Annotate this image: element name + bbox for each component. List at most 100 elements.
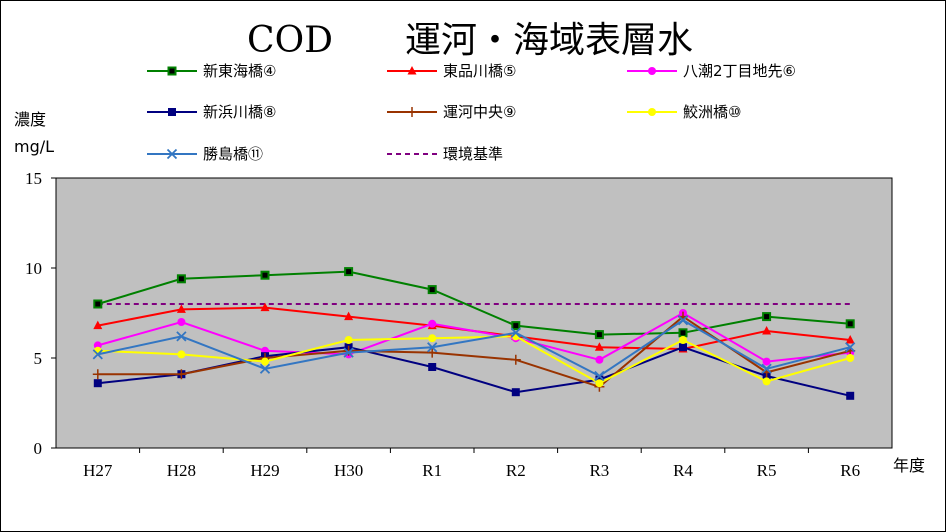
- legend-marker: [168, 108, 176, 116]
- data-point: [428, 334, 437, 343]
- x-tick-label: R3: [589, 461, 609, 480]
- data-point: [343, 347, 354, 358]
- axes: 0 5 10 15 H27 H28 H29 H30 R1 R2 R3 R4 R5 R6: [25, 169, 860, 480]
- data-point: [679, 343, 687, 352]
- data-point: [176, 369, 187, 380]
- data-point: [761, 363, 772, 374]
- legend-label: 八潮2丁目地先⑥: [683, 62, 796, 80]
- legend-label: 新東海橋④: [203, 62, 276, 80]
- data-point: [677, 315, 689, 326]
- data-point: [261, 357, 269, 366]
- series-line: [97, 311, 851, 363]
- data-point: [93, 379, 102, 388]
- data-point: [678, 328, 688, 338]
- data-point: [177, 318, 186, 326]
- x-axis-label: 年度: [893, 456, 925, 475]
- data-point: [511, 388, 520, 397]
- legend-label: 鮫洲橋⑩: [683, 103, 741, 121]
- data-point: [594, 342, 604, 351]
- legend-label: 環境基準: [443, 145, 503, 163]
- data-point: [679, 336, 687, 344]
- data-point: [343, 345, 354, 356]
- data-point: [762, 377, 771, 386]
- data-point: [845, 319, 855, 329]
- x-tick-label: H30: [334, 461, 363, 480]
- x-tick-label: H27: [83, 461, 113, 480]
- data-point: [344, 336, 353, 344]
- data-point: [176, 274, 186, 284]
- y-tick-label: 0: [34, 439, 43, 458]
- y-tick-label: 5: [34, 349, 43, 368]
- data-point: [176, 331, 187, 342]
- legend-item: 運河中央⑨: [387, 103, 516, 121]
- data-point: [259, 363, 271, 374]
- data-point: [510, 327, 521, 338]
- data-point: [93, 299, 103, 309]
- series-line: [97, 270, 851, 336]
- legend-item: 八潮2丁目地先⑥: [627, 62, 796, 80]
- data-point: [762, 326, 772, 335]
- data-point: [511, 321, 521, 331]
- legend-label: 運河中央⑨: [443, 103, 516, 121]
- legend-item: 新東海橋④: [147, 62, 276, 80]
- data-point: [177, 350, 186, 359]
- legend: 新東海橋④ 東品川橋⑤ 八潮2丁目地先⑥ 新浜川橋⑧ 運河中央⑨ 鮫洲橋⑩ 勝島橋⑪ 環境基準: [147, 62, 796, 163]
- data-point: [595, 379, 604, 388]
- x-tick-label: R4: [673, 461, 693, 480]
- legend-marker: [407, 107, 417, 117]
- data-point: [845, 342, 856, 353]
- series-6: [92, 315, 856, 382]
- data-point: [762, 357, 771, 366]
- data-point: [93, 320, 103, 330]
- y-tick-label: 15: [25, 169, 42, 188]
- data-point: [845, 335, 855, 344]
- legend-item: 鮫洲橋⑩: [627, 103, 741, 121]
- legend-marker: [648, 108, 656, 116]
- legend-label: 新浜川橋⑧: [203, 103, 276, 121]
- legend-item: 勝島橋⑪: [147, 145, 263, 163]
- legend-label: 東品川橋⑤: [443, 62, 516, 80]
- legend-marker: [167, 66, 177, 76]
- y-axis-label-line2: mg/L: [14, 137, 54, 156]
- legend-label: 勝島橋⑪: [203, 145, 263, 163]
- data-point: [260, 270, 270, 280]
- data-point: [427, 285, 437, 295]
- data-point: [428, 363, 437, 371]
- x-tick-label: H28: [167, 461, 196, 480]
- data-point: [846, 391, 855, 400]
- x-tick-label: R6: [840, 461, 860, 480]
- series-0: [93, 267, 855, 340]
- legend-item: 環境基準: [387, 145, 503, 163]
- chart-title: COD 運河・海域表層水: [247, 20, 693, 61]
- data-point: [846, 354, 855, 362]
- legend-marker: [166, 148, 178, 160]
- plot-area: [55, 177, 893, 449]
- data-point: [344, 267, 354, 277]
- x-tick-label: H29: [250, 461, 279, 480]
- data-point: [595, 355, 604, 364]
- series-line: [97, 335, 851, 385]
- y-axis-label-line1: 濃度: [14, 110, 46, 129]
- data-point: [427, 347, 438, 358]
- legend-marker: [648, 67, 656, 75]
- y-tick-label: 10: [25, 259, 42, 278]
- x-tick-label: R2: [506, 461, 526, 480]
- data-point: [176, 304, 186, 313]
- data-point: [428, 319, 437, 328]
- data-point: [92, 349, 103, 360]
- data-point: [344, 311, 354, 321]
- x-tick-label: R1: [422, 461, 442, 480]
- series-layer: [92, 267, 856, 400]
- data-point: [594, 330, 604, 340]
- legend-item: 新浜川橋⑧: [147, 103, 276, 121]
- data-point: [594, 370, 605, 382]
- series-5: [93, 332, 855, 388]
- data-point: [92, 369, 103, 380]
- x-tick-label: R5: [757, 461, 777, 480]
- data-point: [762, 312, 772, 322]
- legend-marker: [407, 66, 417, 75]
- data-point: [427, 342, 438, 353]
- data-point: [510, 354, 521, 365]
- series-line: [97, 319, 851, 378]
